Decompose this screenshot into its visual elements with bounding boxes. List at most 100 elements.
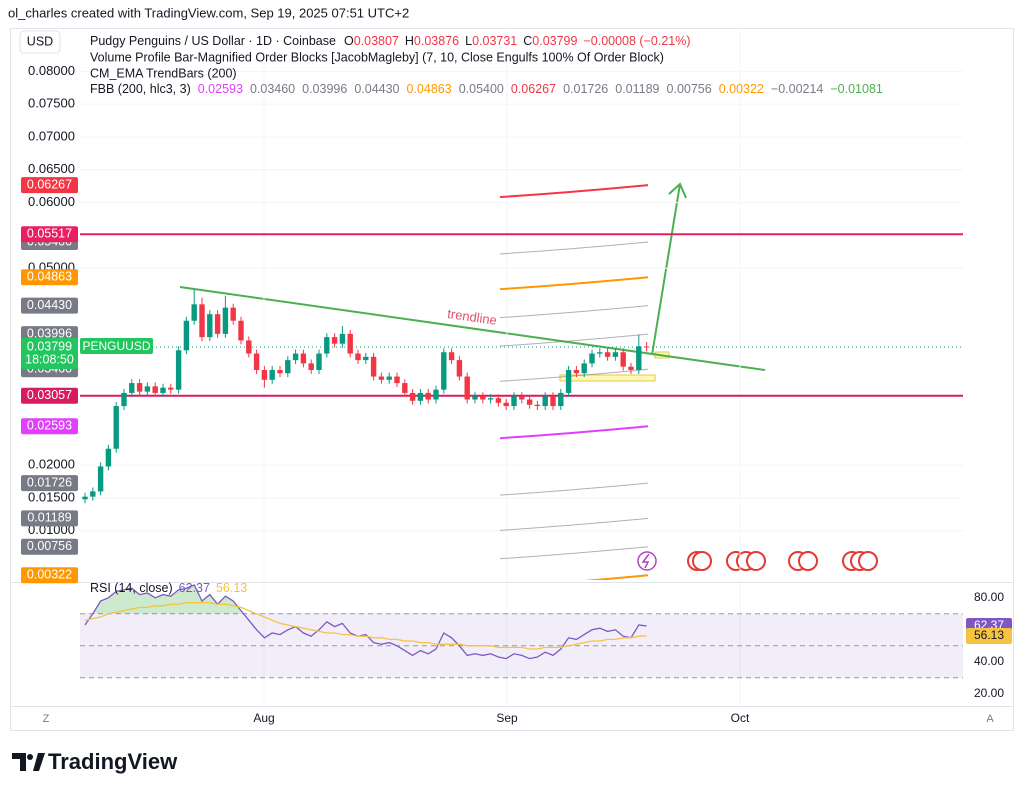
symbol-tag (80, 338, 153, 355)
fbb-band (499, 482, 649, 496)
legend-fbb: FBB (200, hlc3, 3) 0.02593 0.03460 0.03996 0… (90, 82, 883, 96)
candle-body (129, 383, 135, 393)
candle-body (643, 346, 650, 348)
price-change: −0.00008 (−0.21%) (583, 34, 690, 48)
x-tick-label: Aug (253, 711, 274, 725)
fbb-band (499, 425, 649, 440)
logo-mark (27, 754, 33, 760)
candle-body (82, 496, 88, 500)
candle-body (511, 396, 517, 407)
fbb-value: −0.00214 (771, 82, 824, 96)
candle-body (581, 363, 587, 374)
price-tag-label: 0.04430 (27, 298, 72, 312)
currency[interactable]: USD (27, 34, 53, 48)
plot-area (80, 184, 963, 580)
rsi-line (84, 601, 647, 650)
fbb-value: 0.06267 (511, 82, 556, 96)
candle-body (386, 376, 392, 380)
event-icon (692, 551, 712, 571)
price-tag-label: 0.03799 (27, 339, 72, 353)
y-tick-label: 0.02000 (28, 457, 75, 472)
footer-logo: TradingView (12, 749, 178, 774)
fbb-value: 0.00322 (719, 82, 764, 96)
ohlc-letter: L (465, 34, 472, 48)
price-tag-label: 0.00756 (27, 539, 72, 553)
price-tag (21, 510, 78, 527)
candle-body (144, 386, 151, 392)
candle-body (456, 360, 463, 377)
price-tag-label: 0.03057 (27, 388, 72, 402)
event-icon (637, 551, 657, 571)
candle-body (464, 376, 470, 400)
x-tick-label: Sep (496, 711, 518, 725)
rsi-tick-label: 40.00 (974, 654, 1004, 668)
ohlc-letter: H (405, 34, 414, 48)
candle-body (636, 346, 642, 370)
price-tag-label: 0.05517 (27, 227, 72, 241)
fbb-value: 0.01726 (563, 82, 608, 96)
price-tag-label: 0.03996 (27, 326, 72, 340)
candle-body (316, 353, 322, 370)
rsi-legend-value: 56.13 (216, 581, 247, 595)
candle-body (324, 337, 330, 354)
legend-main: Pudgy Penguins / US Dollar · 1D · Coinba… (90, 34, 691, 48)
candle-body (90, 491, 96, 497)
candle-body (441, 352, 447, 390)
fbb-value: 0.04430 (354, 82, 399, 96)
candle-body (628, 366, 634, 370)
candle-body (277, 369, 283, 374)
ohlc-value: 0.03799 (532, 34, 577, 48)
trendline (179, 286, 766, 371)
y-tick-label: 0.01500 (28, 489, 75, 504)
price-tag (21, 297, 78, 314)
fbb-value: 0.00756 (667, 82, 712, 96)
event-icon (798, 551, 818, 571)
candle-body (503, 402, 509, 407)
candle-body (363, 356, 369, 361)
candle-body (261, 369, 268, 380)
candle-body (121, 392, 127, 407)
indicator-name: Volume Profile Bar-Magnified Order Block… (90, 50, 664, 64)
currency-button[interactable] (19, 30, 61, 54)
auto-scale-button[interactable]: A (986, 713, 994, 725)
candle-body (308, 363, 314, 370)
timezone-button[interactable]: Z (43, 713, 50, 725)
candle-body (550, 396, 556, 407)
candle-body (542, 396, 548, 407)
fbb-value: 0.05400 (459, 82, 504, 96)
x-tick-label: Oct (731, 711, 750, 725)
candle-body (378, 376, 385, 380)
price-tag-label: 0.01726 (27, 475, 72, 489)
price-tag (21, 177, 78, 194)
y-tick-label: 0.08000 (28, 63, 75, 78)
candle-body (246, 340, 252, 354)
candle-body (175, 350, 182, 390)
price-tag (21, 226, 78, 243)
candle-body (565, 369, 572, 393)
candle-body (394, 376, 400, 384)
price-tag (21, 338, 78, 370)
overbought-fill (85, 585, 647, 614)
rsi-line (84, 584, 647, 660)
candle-body (480, 396, 486, 400)
rsi-tick-label: 20.00 (974, 686, 1004, 700)
candle-body (487, 398, 494, 400)
logo-text: TradingView (48, 749, 178, 774)
watermark: ol_charles created with TradingView.com,… (8, 5, 409, 20)
ohlc-letter: C (523, 34, 532, 48)
fbb-band (499, 546, 649, 560)
candle-body (355, 353, 361, 361)
candle-body (519, 396, 525, 400)
price-tag (21, 418, 78, 435)
candle-body (589, 353, 595, 364)
candle-body (160, 387, 166, 393)
candle-body (604, 352, 611, 357)
chart-frame (10, 28, 1014, 731)
candle-body (370, 356, 377, 377)
fbb-band (499, 241, 649, 255)
candle-body (222, 307, 229, 334)
trendline-label: trendline (446, 306, 497, 328)
candle-body (269, 369, 275, 380)
ohlc-value: 0.03876 (414, 34, 459, 48)
